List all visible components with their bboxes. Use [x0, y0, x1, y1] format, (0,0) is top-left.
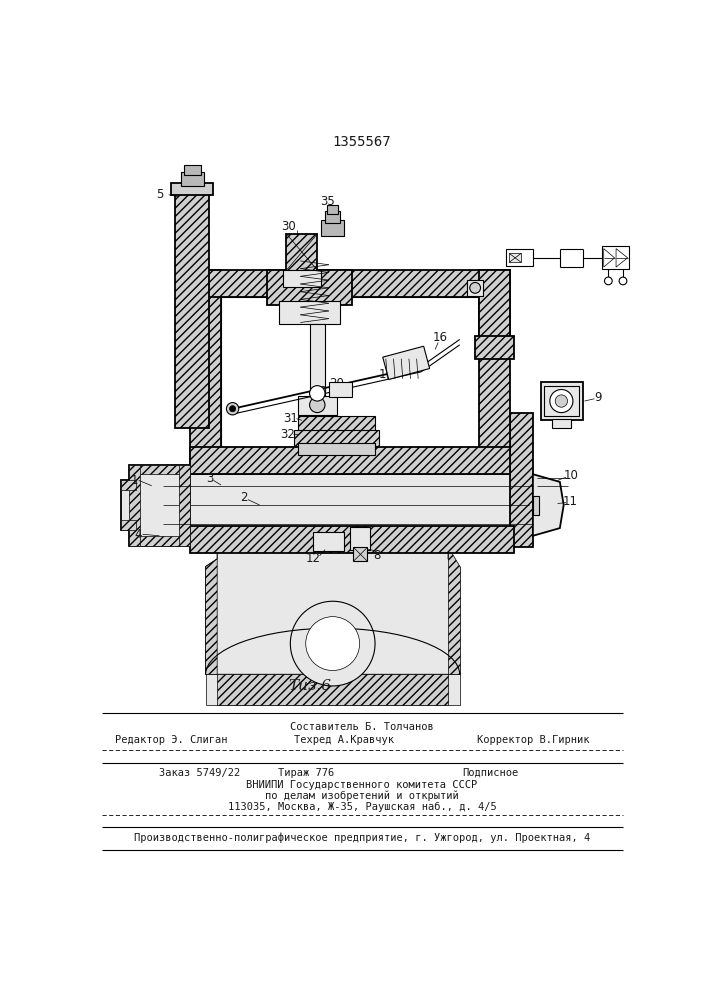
Bar — [298, 396, 337, 415]
Bar — [354, 547, 368, 561]
Bar — [327, 205, 338, 214]
Text: 1355567: 1355567 — [332, 135, 391, 149]
Text: Составитель Б. Толчанов: Составитель Б. Толчанов — [290, 722, 434, 732]
Circle shape — [291, 601, 375, 686]
Polygon shape — [448, 547, 460, 674]
Text: 40: 40 — [312, 385, 327, 398]
Text: 30: 30 — [281, 220, 296, 233]
Text: 113035, Москва, Ж-35, Раушская наб., д. 4/5: 113035, Москва, Ж-35, Раушская наб., д. … — [228, 802, 496, 812]
Text: Тираж 776: Тираж 776 — [278, 768, 334, 778]
Text: ВНИИПИ Государственного комитета СССР: ВНИИПИ Государственного комитета СССР — [246, 780, 477, 790]
Polygon shape — [129, 465, 190, 474]
Polygon shape — [206, 528, 460, 674]
Text: Производственно-полиграфическое предприятие, г. Ужгород, ул. Проектная, 4: Производственно-полиграфическое предприя… — [134, 832, 590, 843]
Polygon shape — [533, 474, 563, 536]
Polygon shape — [121, 520, 136, 530]
Polygon shape — [129, 465, 140, 546]
Circle shape — [226, 403, 239, 415]
Bar — [310, 324, 325, 401]
Bar — [479, 270, 510, 474]
Bar — [171, 183, 214, 195]
Text: 20: 20 — [329, 377, 344, 390]
Text: Заказ 5749/22: Заказ 5749/22 — [160, 768, 240, 778]
Polygon shape — [604, 249, 614, 267]
Text: 31: 31 — [283, 412, 298, 425]
Text: 5: 5 — [156, 188, 163, 201]
Bar — [279, 301, 340, 324]
Bar — [479, 270, 510, 339]
Bar — [351, 527, 370, 550]
Bar — [298, 416, 375, 432]
Text: Редактор Э. Слиган: Редактор Э. Слиган — [115, 735, 227, 745]
Circle shape — [550, 389, 573, 413]
Bar — [283, 270, 321, 287]
Text: по делам изобретений и открытий: по делам изобретений и открытий — [265, 791, 459, 801]
Text: 10: 10 — [563, 469, 578, 482]
Polygon shape — [206, 674, 460, 705]
Text: 9: 9 — [595, 391, 602, 404]
Text: 3: 3 — [206, 472, 214, 485]
Bar — [190, 526, 514, 553]
Text: 11: 11 — [563, 495, 578, 508]
Circle shape — [230, 406, 235, 412]
Bar — [382, 346, 430, 379]
Bar — [467, 280, 483, 296]
Bar — [221, 297, 479, 447]
Circle shape — [305, 617, 360, 671]
Text: 32: 32 — [280, 428, 295, 441]
Bar — [313, 532, 344, 551]
Bar — [175, 189, 209, 428]
Bar — [533, 496, 539, 515]
Text: 17: 17 — [379, 368, 394, 381]
Polygon shape — [121, 480, 136, 490]
Bar — [286, 234, 317, 274]
Bar — [541, 382, 583, 420]
Bar — [163, 474, 529, 536]
Text: Корректор В.Гирник: Корректор В.Гирник — [477, 735, 589, 745]
Bar — [294, 430, 379, 446]
Text: 2: 2 — [240, 491, 248, 504]
Polygon shape — [217, 674, 448, 705]
Circle shape — [310, 397, 325, 413]
Polygon shape — [179, 465, 190, 546]
Circle shape — [619, 277, 627, 285]
Text: 16: 16 — [433, 331, 448, 344]
Bar — [190, 270, 221, 474]
Bar — [190, 270, 510, 297]
Bar — [184, 165, 201, 175]
Bar — [510, 413, 533, 547]
Bar — [506, 249, 533, 266]
Text: Техред А.Кравчук: Техред А.Кравчук — [294, 735, 395, 745]
Text: Подписное: Подписное — [462, 768, 519, 778]
Text: Τиз.6: Τиз.6 — [288, 679, 331, 693]
Text: 35: 35 — [320, 195, 334, 208]
Bar — [298, 443, 375, 455]
Text: 8: 8 — [373, 549, 380, 562]
Bar — [121, 480, 136, 530]
Bar — [190, 447, 510, 474]
Bar — [181, 172, 204, 186]
Bar — [329, 382, 352, 397]
Bar — [544, 386, 579, 416]
Polygon shape — [206, 559, 217, 674]
Circle shape — [604, 277, 612, 285]
Circle shape — [310, 386, 325, 401]
Bar — [267, 270, 352, 305]
Bar — [325, 211, 340, 223]
Bar — [475, 336, 514, 359]
Polygon shape — [616, 249, 628, 267]
Polygon shape — [129, 536, 190, 546]
Bar — [552, 419, 571, 428]
Bar — [602, 246, 629, 269]
Text: 12: 12 — [306, 552, 321, 565]
Text: 1: 1 — [130, 474, 138, 487]
Circle shape — [469, 282, 481, 293]
Text: 4: 4 — [134, 528, 141, 541]
Bar — [129, 465, 190, 546]
Bar — [321, 220, 344, 235]
Bar — [509, 253, 521, 262]
Circle shape — [555, 395, 568, 407]
